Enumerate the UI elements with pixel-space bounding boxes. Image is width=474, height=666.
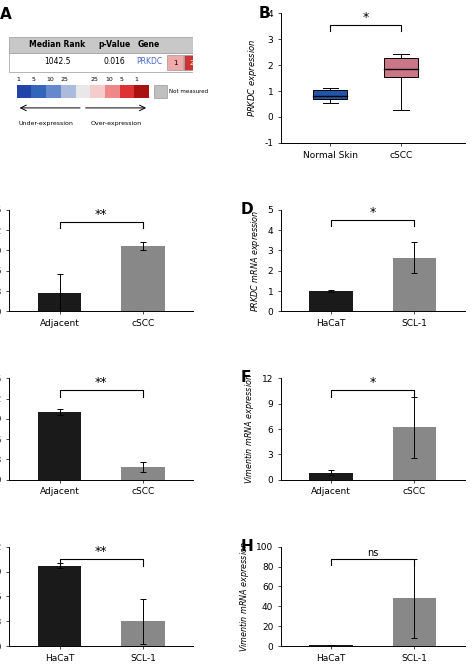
Text: Under-expression: Under-expression — [18, 121, 73, 126]
Text: **: ** — [95, 545, 108, 557]
Bar — [38, 565, 81, 646]
Text: 5: 5 — [119, 77, 123, 82]
Text: F: F — [241, 370, 251, 385]
Text: D: D — [241, 202, 253, 216]
Text: 10: 10 — [105, 77, 113, 82]
Bar — [184, 55, 200, 70]
Bar — [393, 598, 436, 646]
Text: 2: 2 — [190, 59, 194, 65]
Bar — [31, 85, 46, 97]
Text: H: H — [241, 539, 254, 553]
Bar — [9, 37, 193, 53]
Text: ns: ns — [367, 547, 378, 557]
Bar — [46, 85, 61, 97]
Text: 1: 1 — [173, 59, 177, 65]
Bar — [134, 85, 149, 97]
Bar — [38, 412, 81, 480]
Bar — [384, 58, 418, 77]
Bar — [393, 258, 436, 311]
Bar — [38, 293, 81, 311]
Text: **: ** — [95, 376, 108, 390]
Text: Gene: Gene — [138, 40, 160, 49]
Text: PRKDC: PRKDC — [136, 57, 162, 66]
Bar — [121, 467, 164, 480]
Bar — [75, 85, 90, 97]
Bar — [393, 428, 436, 480]
Text: 25: 25 — [90, 77, 98, 82]
Bar — [17, 85, 31, 97]
Y-axis label: $PRKDC$ mRNA expression: $PRKDC$ mRNA expression — [249, 210, 262, 312]
Text: *: * — [370, 376, 376, 390]
Text: 25: 25 — [61, 77, 69, 82]
Bar — [310, 291, 353, 311]
Text: 0.016: 0.016 — [103, 57, 125, 66]
Bar — [313, 90, 347, 99]
Bar — [61, 85, 75, 97]
Text: B: B — [259, 5, 271, 21]
Text: Median Rank: Median Rank — [29, 40, 85, 49]
Bar — [9, 53, 193, 72]
Text: 10: 10 — [46, 77, 54, 82]
Bar — [310, 473, 353, 480]
Text: 1: 1 — [17, 77, 21, 82]
Bar — [310, 645, 353, 646]
Text: A: A — [0, 7, 12, 22]
Text: Over-expression: Over-expression — [91, 121, 141, 126]
Y-axis label: $PRKDC$ expression: $PRKDC$ expression — [246, 39, 259, 117]
Bar — [167, 55, 183, 70]
Text: 1042.5: 1042.5 — [44, 57, 71, 66]
Text: **: ** — [95, 208, 108, 221]
Y-axis label: $Vimentin$ mRNA expression: $Vimentin$ mRNA expression — [237, 541, 251, 652]
Bar — [105, 85, 119, 97]
Bar — [119, 85, 134, 97]
Bar — [155, 85, 167, 97]
Text: Not measured: Not measured — [169, 89, 208, 93]
Bar — [121, 246, 164, 311]
Text: 5: 5 — [31, 77, 36, 82]
Y-axis label: $Vimentin$ mRNA expression: $Vimentin$ mRNA expression — [244, 374, 256, 484]
Text: 1: 1 — [134, 77, 138, 82]
Bar — [90, 85, 105, 97]
Text: p-Value: p-Value — [98, 40, 130, 49]
Text: *: * — [363, 11, 369, 24]
Bar — [121, 621, 164, 646]
Text: *: * — [370, 206, 376, 219]
